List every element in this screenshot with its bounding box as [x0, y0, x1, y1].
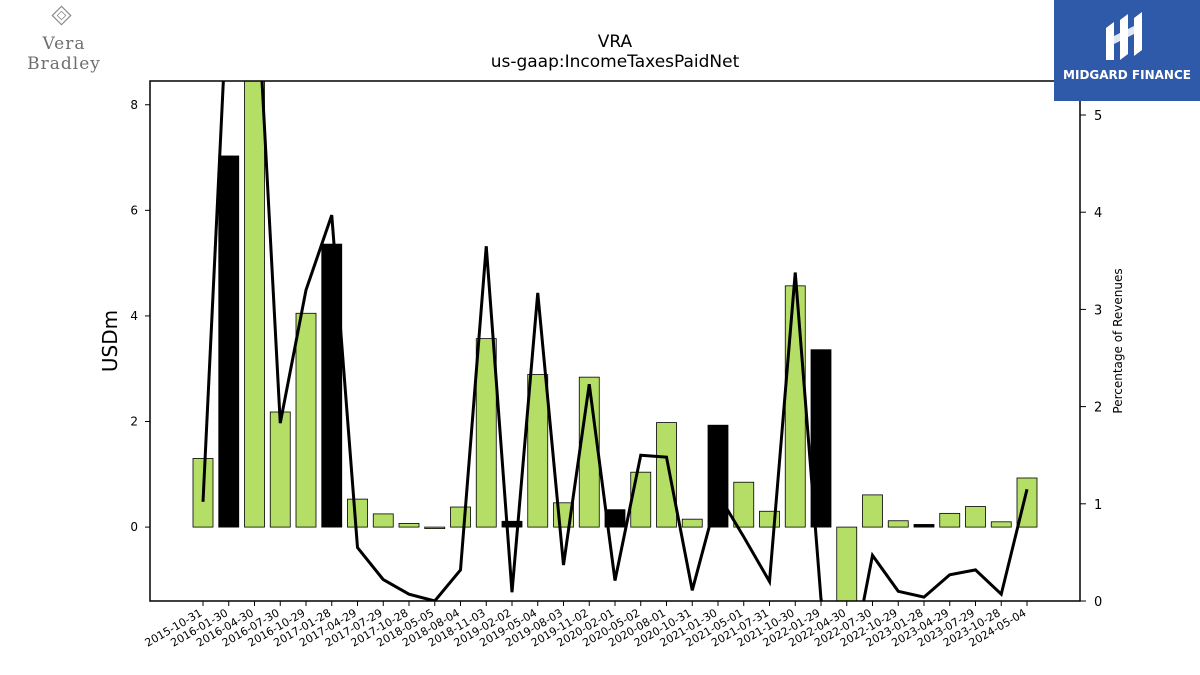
y2-tick-label: 5	[1094, 109, 1102, 124]
y2-tick-label: 4	[1094, 206, 1102, 221]
bar	[321, 243, 343, 528]
y-tick-label: 8	[130, 98, 138, 112]
bar	[501, 520, 523, 528]
y-axis-label: USDm	[98, 310, 122, 372]
bar	[347, 498, 368, 528]
bar	[707, 424, 729, 528]
bar	[862, 494, 883, 528]
bar	[450, 506, 471, 528]
vera-bradley-diamond-logo	[51, 5, 72, 26]
bar	[681, 518, 703, 528]
y2-tick-label: 3	[1094, 303, 1102, 318]
y2-tick-label: 0	[1094, 595, 1102, 610]
bar	[424, 526, 446, 529]
bar	[269, 411, 291, 528]
bar	[218, 155, 240, 528]
bar	[398, 522, 420, 528]
bar	[965, 506, 986, 528]
bar	[244, 81, 265, 528]
line-series	[201, 81, 1029, 601]
brand-name-left: Vera Bradley	[27, 34, 101, 74]
bar	[887, 520, 909, 528]
y-tick-label: 6	[130, 203, 138, 217]
bar	[604, 509, 626, 528]
brand-logo-left: Vera Bradley	[6, 4, 122, 74]
bar	[475, 338, 497, 528]
bar	[630, 471, 652, 528]
bar	[656, 422, 677, 528]
bar	[578, 376, 600, 528]
chart-title: VRA	[597, 32, 633, 52]
bar	[810, 349, 832, 528]
bar	[733, 481, 755, 528]
brand-logo-right: MIDGARD FINANCE	[1054, 0, 1200, 101]
y2-tick-label: 1	[1094, 498, 1102, 513]
y-tick-label: 2	[130, 415, 138, 429]
x-axis: 2015-10-312016-01-302016-04-302016-07-30…	[143, 601, 1029, 650]
brand-name-right: MIDGARD FINANCE	[1063, 68, 1191, 82]
bar	[372, 513, 394, 528]
bar	[913, 524, 935, 528]
series-line	[201, 81, 1029, 601]
bar	[939, 512, 961, 528]
bar	[990, 521, 1012, 528]
chart-subtitle: us-gaap:IncomeTaxesPaidNet	[490, 52, 740, 72]
bar-series	[192, 81, 1038, 601]
y-tick-label: 4	[130, 309, 138, 323]
midgard-m-logo	[1106, 12, 1142, 60]
bar	[295, 312, 317, 528]
bar	[527, 374, 549, 528]
y-tick-label: 0	[130, 520, 138, 534]
y2-axis-label: Percentage of Revenues	[1111, 268, 1125, 413]
y2-tick-label: 2	[1094, 401, 1102, 416]
bar	[784, 285, 806, 528]
bar	[836, 526, 858, 601]
y-axis-left: 0 2 4 6 8	[130, 98, 150, 534]
y-axis-right: 0 1 2 3 4 5	[1080, 109, 1102, 610]
